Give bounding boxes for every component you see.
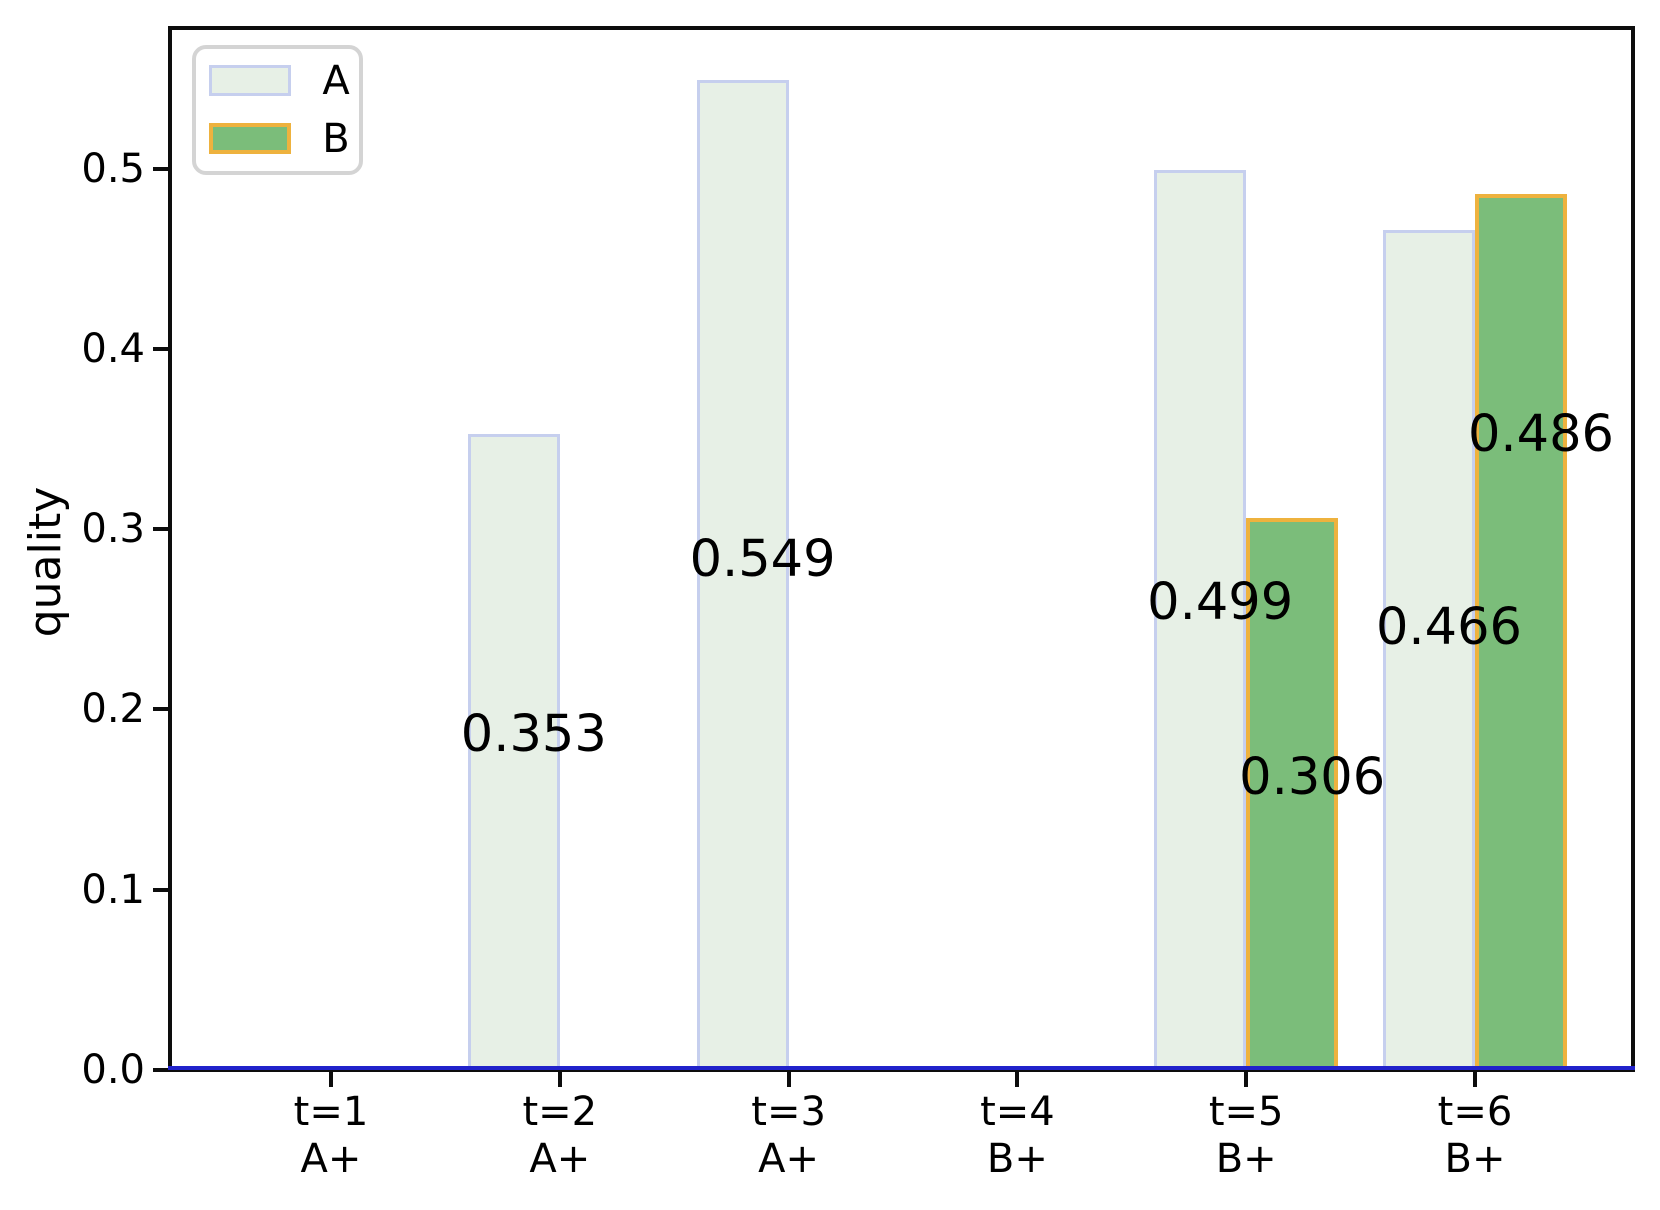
y-tick-mark <box>153 527 168 532</box>
y-tick-mark <box>153 887 168 892</box>
legend-swatch-B <box>209 123 291 154</box>
x-tick-label-t=4: t=4 B+ <box>907 1089 1127 1183</box>
bar-A-t=3 <box>696 80 789 1070</box>
x-tick-time: t=4 <box>980 1089 1055 1135</box>
bar-A-t=2 <box>467 433 560 1070</box>
x-tick-label-t=1: t=1 A+ <box>221 1089 441 1183</box>
x-tick-group: A+ <box>758 1136 820 1182</box>
zero-baseline <box>168 1066 1635 1070</box>
bar-B-t=6 <box>1475 193 1567 1070</box>
x-tick-mark <box>557 1072 562 1087</box>
x-tick-label-t=5: t=5 B+ <box>1136 1089 1356 1183</box>
x-tick-mark <box>1015 1072 1020 1087</box>
y-tick-mark <box>153 346 168 351</box>
y-tick-label: 0.2 <box>81 686 145 733</box>
x-tick-group: A+ <box>300 1136 362 1182</box>
x-tick-time: t=1 <box>293 1089 369 1135</box>
x-tick-time: t=3 <box>751 1089 826 1135</box>
x-tick-mark <box>329 1072 333 1087</box>
bar-value-label-A-t=6: 0.466 <box>1375 598 1522 658</box>
x-tick-mark <box>786 1072 791 1087</box>
y-tick-mark <box>153 707 168 712</box>
x-tick-group: B+ <box>1444 1136 1506 1182</box>
x-tick-group: B+ <box>1215 1136 1277 1182</box>
bar-value-label-B-t=6: 0.486 <box>1467 405 1614 465</box>
bar-value-label-A-t=5: 0.499 <box>1147 573 1294 633</box>
bar-A-t=6 <box>1383 229 1475 1070</box>
bar-value-label-B-t=5: 0.306 <box>1239 747 1386 807</box>
bars-layer <box>168 28 1635 1070</box>
x-tick-label-t=2: t=2 A+ <box>450 1089 670 1183</box>
plot-frame <box>168 26 1635 1072</box>
x-tick-group: A+ <box>529 1136 591 1182</box>
y-tick-mark <box>153 1068 168 1072</box>
bar-value-label-A-t=3: 0.549 <box>689 529 836 589</box>
y-tick-mark <box>153 166 168 171</box>
x-tick-group: B+ <box>986 1136 1048 1182</box>
x-tick-time: t=2 <box>522 1089 598 1135</box>
y-tick-label: 0.0 <box>81 1047 145 1093</box>
bar-value-label-A-t=2: 0.353 <box>460 704 607 764</box>
bar-A-t=5 <box>1154 170 1247 1070</box>
y-tick-label: 0.5 <box>81 145 145 192</box>
legend-label-A: A <box>322 58 350 104</box>
x-tick-mark <box>1473 1072 1477 1087</box>
x-tick-mark <box>1244 1072 1249 1087</box>
x-tick-label-t=3: t=3 A+ <box>679 1089 899 1183</box>
legend-swatch-A <box>209 65 291 96</box>
y-tick-label: 0.4 <box>81 325 145 372</box>
x-tick-time: t=6 <box>1437 1089 1513 1135</box>
x-tick-time: t=5 <box>1208 1089 1284 1135</box>
y-tick-label: 0.3 <box>81 506 145 553</box>
legend-label-B: B <box>322 116 350 162</box>
x-tick-label-t=6: t=6 B+ <box>1365 1089 1585 1183</box>
y-tick-label: 0.1 <box>81 866 145 913</box>
